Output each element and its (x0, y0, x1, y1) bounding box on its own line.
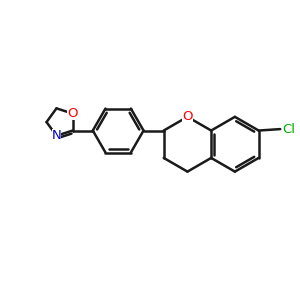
Text: O: O (68, 107, 78, 120)
Text: Cl: Cl (283, 123, 296, 136)
Text: N: N (52, 129, 61, 142)
Text: O: O (182, 110, 193, 123)
